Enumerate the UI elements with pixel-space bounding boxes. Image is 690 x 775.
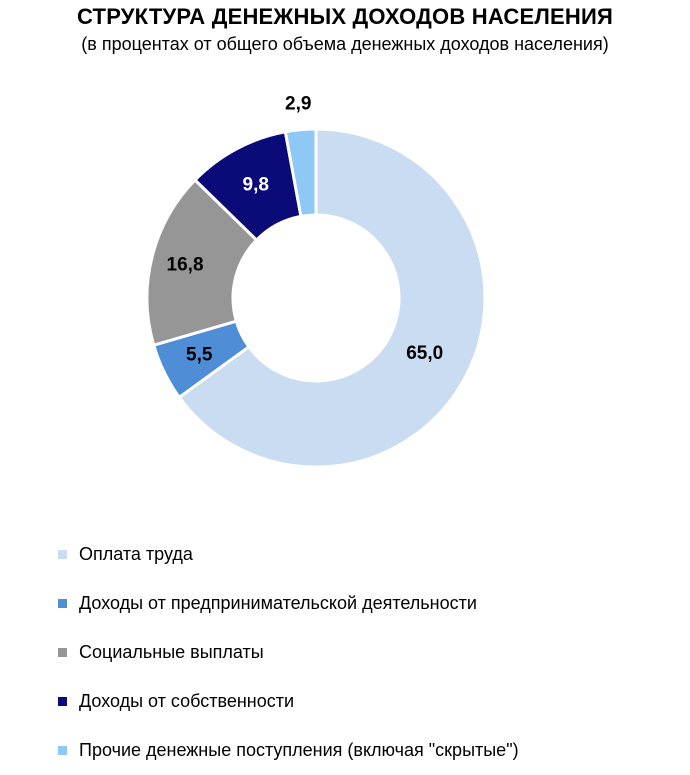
legend-swatch — [58, 697, 67, 706]
legend-label: Социальные выплаты — [79, 642, 264, 662]
legend-label: Доходы от собственности — [79, 691, 295, 711]
donut-slice — [177, 127, 487, 469]
legend-item: Доходы от собственности — [58, 677, 519, 726]
slice-value-label: 2,9 — [285, 93, 311, 114]
legend-item: Оплата труда — [58, 530, 519, 579]
slice-value-label: 5,5 — [186, 345, 213, 366]
legend-item: Социальные выплаты — [58, 628, 519, 677]
donut-slice — [145, 177, 259, 348]
donut-slice — [283, 127, 318, 219]
chart-legend: Оплата труда Доходы от предпринимательско… — [58, 530, 519, 775]
chart-subtitle: (в процентах от общего объема денежных д… — [81, 34, 609, 54]
legend-label: Оплата труда — [79, 544, 193, 564]
legend-item: Прочие денежные поступления (включая "ск… — [58, 726, 519, 775]
legend-swatch — [58, 648, 67, 657]
legend-swatch — [58, 599, 67, 608]
legend-swatch — [58, 746, 67, 755]
slice-value-label: 65,0 — [406, 343, 443, 364]
chart-title: СТРУКТУРА ДЕНЕЖНЫХ ДОХОДОВ НАСЕЛЕНИЯ — [77, 4, 613, 29]
legend-swatch — [58, 550, 67, 559]
legend-label: Прочие денежные поступления (включая "ск… — [79, 740, 519, 760]
slice-value-label: 9,8 — [243, 175, 269, 196]
slice-value-label: 16,8 — [167, 255, 204, 276]
legend-label: Доходы от предпринимательской деятельнос… — [79, 593, 477, 613]
legend-item: Доходы от предпринимательской деятельнос… — [58, 579, 519, 628]
donut-chart: 65,0 5,5 16,8 9,8 2,9 — [145, 93, 487, 469]
